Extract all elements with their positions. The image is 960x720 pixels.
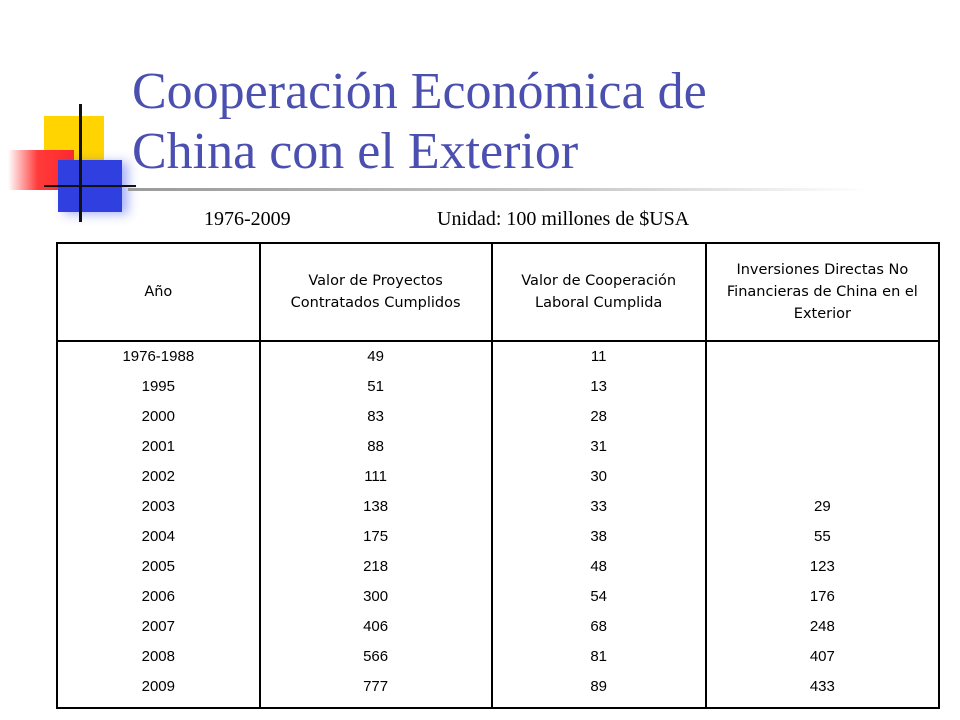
cell-laboral: 30 [590, 468, 607, 485]
cell-laboral: 48 [590, 558, 607, 575]
title-underline [128, 188, 868, 191]
slide-decoration [0, 0, 140, 230]
cell-inversiones: 55 [814, 528, 831, 545]
cell-proyectos: 111 [364, 468, 387, 485]
cell-proyectos: 49 [367, 348, 384, 365]
cell-year: 2009 [141, 678, 175, 695]
cell-year: 2008 [141, 648, 175, 665]
cell-year: 2003 [141, 498, 175, 515]
column-year: 1976-1988 1995 2000 2001 2002 2003 2004 2005 200… [56, 340, 261, 709]
cell-year: 2000 [141, 408, 175, 425]
cell-inversiones [708, 372, 937, 402]
cell-proyectos: 566 [363, 648, 389, 665]
cell-proyectos: 406 [363, 618, 389, 635]
cell-inversiones: 123 [809, 558, 835, 575]
cell-year: 2002 [141, 468, 175, 485]
cell-year: 2005 [141, 558, 175, 575]
cell-year: 1976-1988 [122, 348, 195, 365]
cell-laboral: 38 [590, 528, 607, 545]
table-body-row: 1976-1988 1995 2000 2001 2002 2003 2004 2005 200… [56, 340, 941, 709]
cell-inversiones: 248 [809, 618, 835, 635]
data-table: Año Valor de Proyectos Contratados Cumpl… [56, 242, 941, 709]
cell-laboral: 89 [590, 678, 607, 695]
subtitle-years: 1976-2009 [204, 208, 291, 230]
header-laboral: Valor de Cooperación Laboral Cumplida [490, 242, 707, 342]
cell-laboral: 68 [590, 618, 607, 635]
cell-inversiones [708, 462, 937, 492]
cell-proyectos: 175 [363, 528, 389, 545]
cell-proyectos: 300 [363, 588, 389, 605]
cell-year: 2004 [141, 528, 175, 545]
slide-title: Cooperación Económica de China con el Ex… [132, 62, 892, 182]
cell-proyectos: 83 [367, 408, 384, 425]
cell-laboral: 31 [590, 438, 607, 455]
title-line-1: Cooperación Económica de [132, 63, 707, 120]
vertical-rule [79, 104, 82, 222]
title-line-2: China con el Exterior [132, 123, 579, 180]
cell-proyectos: 777 [363, 678, 389, 695]
cell-laboral: 54 [590, 588, 607, 605]
cell-year: 2007 [141, 618, 175, 635]
cell-inversiones: 176 [809, 588, 835, 605]
column-laboral: 11 13 28 31 30 33 38 48 54 68 81 89 [490, 340, 707, 709]
cell-laboral: 33 [590, 498, 607, 515]
cell-inversiones: 29 [814, 498, 831, 515]
header-proyectos: Valor de Proyectos Contratados Cumplidos [258, 242, 493, 342]
cell-inversiones: 407 [809, 648, 835, 665]
cell-inversiones [708, 342, 937, 372]
header-year: Año [56, 242, 261, 342]
cell-year: 2006 [141, 588, 175, 605]
cell-year: 2001 [141, 438, 175, 455]
cell-laboral: 13 [590, 378, 607, 395]
cell-inversiones [708, 432, 937, 462]
column-proyectos: 49 51 83 88 111 138 175 218 300 406 566 777 [258, 340, 493, 709]
cell-proyectos: 138 [363, 498, 389, 515]
horizontal-rule [44, 185, 136, 187]
table-header-row: Año Valor de Proyectos Contratados Cumpl… [56, 242, 941, 342]
cell-inversiones [708, 402, 937, 432]
cell-proyectos: 51 [367, 378, 384, 395]
cell-proyectos: 88 [367, 438, 384, 455]
cell-inversiones: 433 [809, 678, 835, 695]
cell-laboral: 11 [590, 348, 607, 365]
column-inversiones: 29 55 123 176 248 407 433 [704, 340, 941, 709]
header-inversiones: Inversiones Directas No Financieras de C… [704, 242, 941, 342]
cell-laboral: 28 [590, 408, 607, 425]
cell-laboral: 81 [590, 648, 607, 665]
cell-year: 1995 [141, 378, 175, 395]
cell-proyectos: 218 [363, 558, 389, 575]
subtitle-unit: Unidad: 100 millones de $USA [437, 208, 690, 230]
